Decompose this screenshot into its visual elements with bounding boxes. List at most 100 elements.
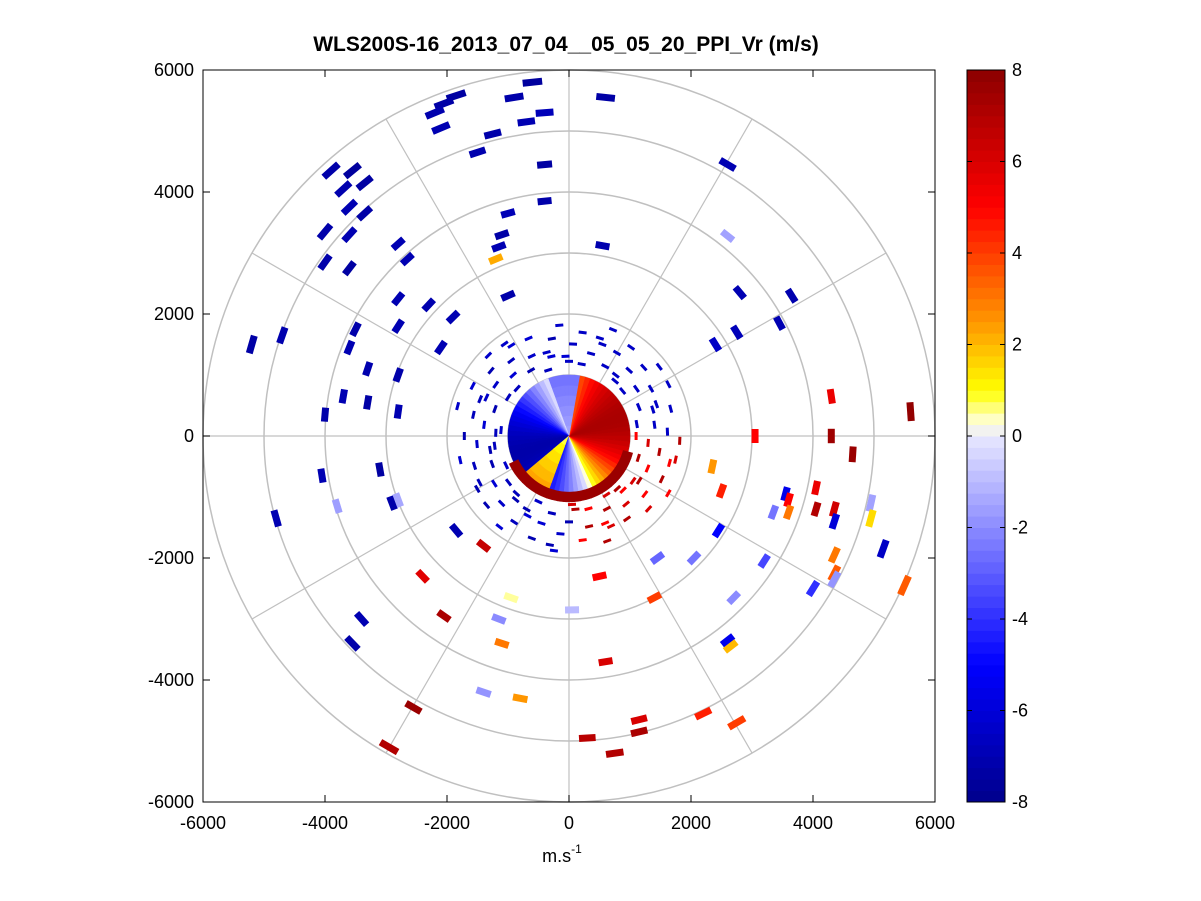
data-point [711,522,726,539]
y-axis: 6000 4000 2000 0 -2000 -4000 -6000 [148,60,935,812]
data-point [487,253,504,266]
colorbar-segment [967,104,1005,117]
data-point [595,335,605,341]
disc-cell [507,430,519,437]
data-point [630,714,648,725]
y-tick-label: -2000 [148,548,194,568]
data-point [655,362,663,371]
data-point [504,393,512,402]
colorbar-segment [967,138,1005,151]
data-point [321,161,341,180]
colorbar: 8 6 4 2 0 -2 -4 -6 -8 [966,60,1028,812]
colorbar-segment [967,264,1005,277]
data-point [448,522,464,539]
data-point [363,394,373,410]
data-point [392,367,404,383]
disc-cell [568,384,574,396]
colorbar-tick-label: -4 [1012,609,1028,629]
data-point [390,236,406,252]
data-point [600,520,610,527]
y-tick-label: -4000 [148,670,194,690]
colorbar-segment [967,733,1005,746]
data-point [644,504,653,513]
data-point [571,507,580,512]
data-point [848,446,857,463]
disc-cell [619,435,631,442]
data-point [719,228,736,244]
data-point [434,339,448,356]
data-point [732,285,747,301]
data-point [507,342,516,349]
data-point [393,404,403,420]
data-point [811,480,821,496]
data-point [471,461,478,471]
data-point [487,366,495,375]
data-point [475,538,492,553]
colorbar-segment [967,115,1005,128]
data-point [386,495,398,511]
data-point [612,349,622,357]
data-point [577,361,586,367]
data-point [509,518,519,526]
colorbar-segment [967,721,1005,734]
data-point [644,464,651,473]
data-points [245,77,915,758]
colorbar-tick-label: -8 [1012,792,1028,812]
data-point [730,324,744,341]
data-point [489,459,495,469]
data-point [595,92,616,102]
data-point [475,686,492,698]
colorbar-segment [967,767,1005,780]
data-point [602,491,611,499]
data-point [827,546,841,564]
colorbar-segment [967,584,1005,597]
data-point [343,339,356,356]
colorbar-segment [967,653,1005,666]
data-point [828,500,840,518]
data-point [767,504,780,521]
data-point [650,405,656,414]
disc-cell [568,374,575,386]
x-tick-label: 2000 [671,813,711,833]
data-point [586,351,596,357]
colorbar-segment [967,150,1005,162]
data-point [391,318,405,334]
data-point [349,321,362,338]
data-point [619,486,627,494]
data-point [488,445,493,455]
data-point [827,570,842,589]
x-tick-label: 4000 [793,813,833,833]
colorbar-segment [967,493,1005,506]
data-point [483,393,490,402]
disc-cell [565,466,570,477]
y-tick-label: 0 [184,426,194,446]
data-point [500,289,516,302]
data-point [626,343,636,351]
data-point [482,501,491,510]
data-point [686,550,702,566]
data-point [509,371,518,379]
colorbar-segment [967,607,1005,620]
colorbar-segment [967,481,1005,494]
data-point [494,637,510,649]
data-point [606,523,616,530]
data-point [320,407,330,422]
colorbar-segment [967,367,1005,380]
data-point [598,341,607,348]
colorbar-segment [967,504,1005,517]
data-point [605,748,624,758]
data-point [491,241,507,253]
data-point [805,579,821,598]
colorbar-segment [967,710,1005,723]
colorbar-segment [967,333,1005,345]
colorbar-segment [967,687,1005,700]
disc-cell [599,435,610,440]
data-point [503,591,519,604]
data-point [658,474,665,484]
data-point [431,121,451,135]
data-point [270,509,282,528]
colorbar-segment [967,630,1005,643]
data-point [492,441,497,450]
colorbar-segment [967,447,1005,460]
colorbar-segment [967,207,1005,220]
